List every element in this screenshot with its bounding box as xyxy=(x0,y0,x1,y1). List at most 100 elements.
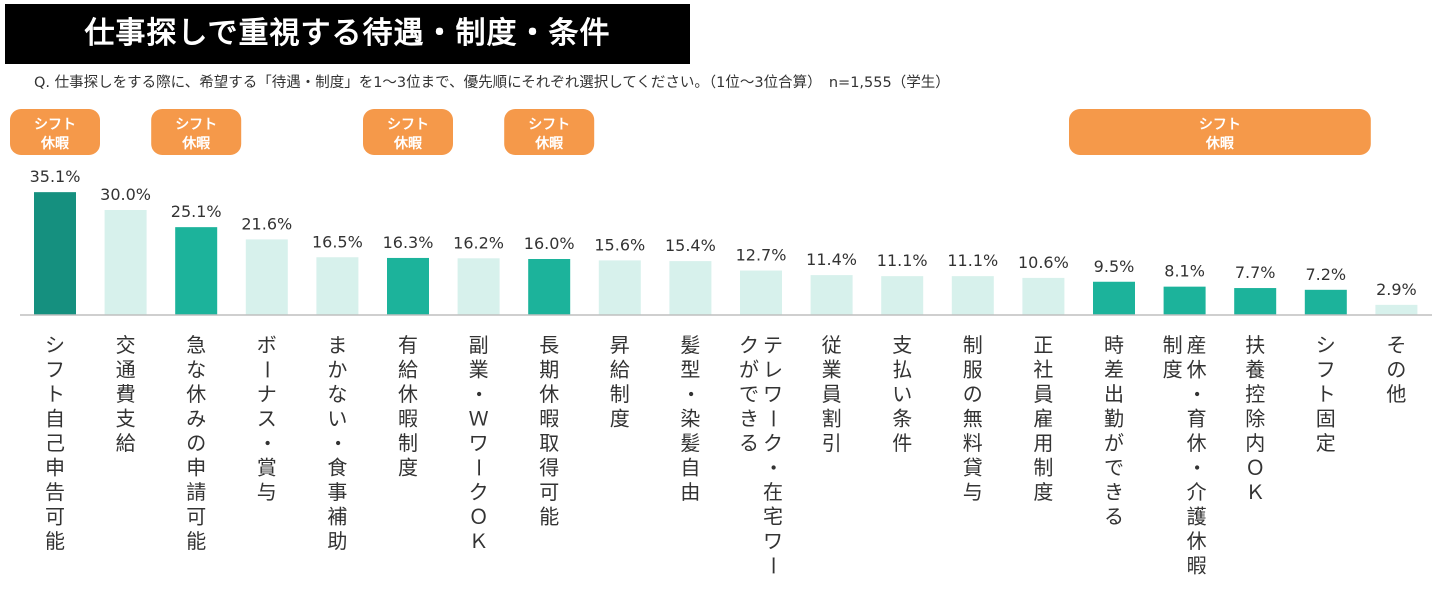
bar-value-label: 9.5% xyxy=(1094,257,1135,276)
category-char: 副 xyxy=(469,333,489,357)
category-char: ・ xyxy=(467,384,491,404)
category-char: 休 xyxy=(398,382,418,406)
category-char: ・ xyxy=(678,384,702,404)
bar xyxy=(810,275,853,315)
category-char: ・ xyxy=(325,433,349,453)
category-label: その他 xyxy=(1386,333,1406,406)
category-char: き xyxy=(739,407,759,431)
category-char: ク xyxy=(763,431,783,455)
category-char: 給 xyxy=(610,358,630,382)
bar xyxy=(104,210,147,315)
category-char: の xyxy=(186,431,206,455)
category-char: 在 xyxy=(763,480,783,504)
bar xyxy=(457,258,500,315)
category-char: か xyxy=(327,358,347,382)
bar-value-label: 8.1% xyxy=(1164,262,1205,281)
category-char: な xyxy=(186,358,206,382)
badge-background xyxy=(363,109,453,155)
category-char: 可 xyxy=(539,480,559,504)
category-char: ・ xyxy=(761,458,785,478)
category-char: 護 xyxy=(1187,505,1207,529)
bar-value-label: 12.7% xyxy=(736,246,787,265)
badge-text-shift: シフト xyxy=(387,117,429,133)
category-char: 費 xyxy=(116,382,136,406)
category-char: フ xyxy=(45,358,65,382)
category-char: ワ xyxy=(763,529,783,553)
badge-text-holiday: 休暇 xyxy=(40,135,69,152)
category-char: 養 xyxy=(1245,358,1265,382)
bar xyxy=(1234,288,1277,315)
category-char: 昇 xyxy=(610,333,630,357)
category-char: の xyxy=(1386,358,1406,382)
category-char: 自 xyxy=(45,407,65,431)
bar xyxy=(34,192,76,315)
category-char: 通 xyxy=(116,358,136,382)
category-char: ワ xyxy=(469,431,489,455)
category-char: ・ xyxy=(1185,384,1209,404)
bar xyxy=(881,276,924,315)
category-char: 急 xyxy=(186,333,206,357)
category-char: で xyxy=(739,382,759,406)
category-char: 正 xyxy=(1033,333,1053,357)
category-char: 支 xyxy=(116,407,136,431)
category-char: 給 xyxy=(116,431,136,455)
category-char: 扶 xyxy=(1245,333,1265,357)
category-char: 従 xyxy=(822,333,842,357)
category-char: 介 xyxy=(1187,480,1207,504)
badge-background xyxy=(1069,109,1371,155)
category-char: 勤 xyxy=(1104,407,1124,431)
category-char: 休 xyxy=(539,382,559,406)
bar-value-label: 21.6% xyxy=(241,214,292,233)
category-char: 制 xyxy=(398,431,418,455)
category-char: ナ xyxy=(257,382,277,406)
category-char: ・ xyxy=(1185,458,1209,478)
category-char: 度 xyxy=(398,456,418,480)
category-char: レ xyxy=(763,358,783,382)
bar-value-label: 11.4% xyxy=(806,250,857,269)
bar-value-label: 16.3% xyxy=(383,233,434,252)
category-char: 内 xyxy=(1245,431,1265,455)
page-title: 仕事探しで重視する待遇・制度・条件 xyxy=(84,16,611,51)
category-char: 支 xyxy=(892,333,912,357)
category-char: Ｋ xyxy=(469,529,489,553)
badge-text-holiday: 休暇 xyxy=(1205,135,1234,152)
badge-text-shift: シフト xyxy=(1199,117,1241,133)
category-char: 制 xyxy=(610,382,630,406)
category-char: 固 xyxy=(1316,407,1336,431)
category-char: 払 xyxy=(892,358,912,382)
category-char: 宅 xyxy=(763,505,783,529)
category-char: 制 xyxy=(1033,456,1053,480)
category-char: 除 xyxy=(1245,407,1265,431)
category-char: 引 xyxy=(822,431,842,455)
badge-text-holiday: 休暇 xyxy=(181,135,210,152)
category-char: 業 xyxy=(469,358,489,382)
bar xyxy=(1093,281,1135,315)
category-char: 割 xyxy=(822,407,842,431)
category-char: 髪 xyxy=(680,333,700,357)
category-char: 度 xyxy=(610,407,630,431)
category-char: 出 xyxy=(1104,382,1124,406)
category-char: ー xyxy=(761,556,785,576)
category-char: 差 xyxy=(1104,358,1124,382)
category-char: ー xyxy=(761,409,785,429)
bar-value-label: 35.1% xyxy=(30,167,81,186)
category-char: シ xyxy=(45,333,65,357)
category-char: い xyxy=(892,382,912,406)
category-char: ト xyxy=(1316,382,1336,406)
category-char: 由 xyxy=(680,480,700,504)
category-char: 休 xyxy=(1187,431,1207,455)
